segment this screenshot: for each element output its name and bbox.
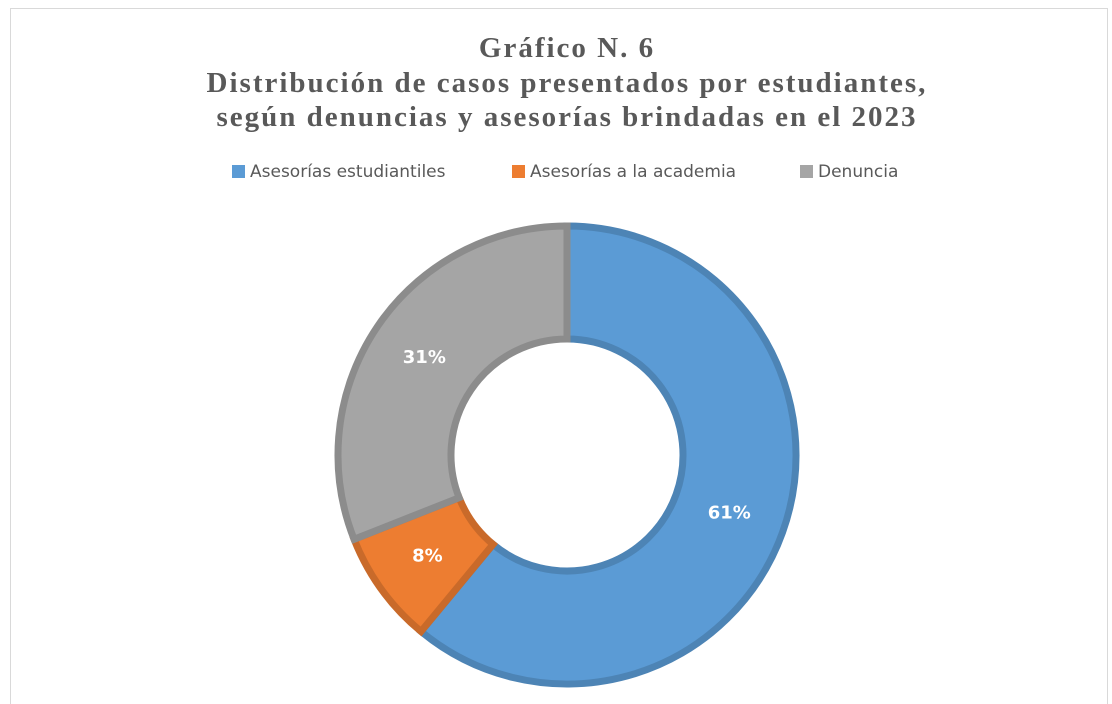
chart-title: Gráfico N. 6 [479,32,655,64]
legend-label: Asesorías estudiantiles [250,162,446,182]
legend-swatch [512,165,525,178]
data-label: 61% [708,502,751,523]
data-label: 8% [412,545,443,566]
donut-slice [334,222,571,544]
chart-title: según denuncias y asesorías brindadas en… [216,101,917,133]
legend-swatch [800,165,813,178]
donut-slice [416,222,800,688]
chart-title: Distribución de casos presentados por es… [207,67,928,99]
data-label: 31% [403,347,446,368]
legend-swatch [232,165,245,178]
legend-label: Denuncia [818,162,898,182]
legend-label: Asesorías a la academia [530,162,736,182]
